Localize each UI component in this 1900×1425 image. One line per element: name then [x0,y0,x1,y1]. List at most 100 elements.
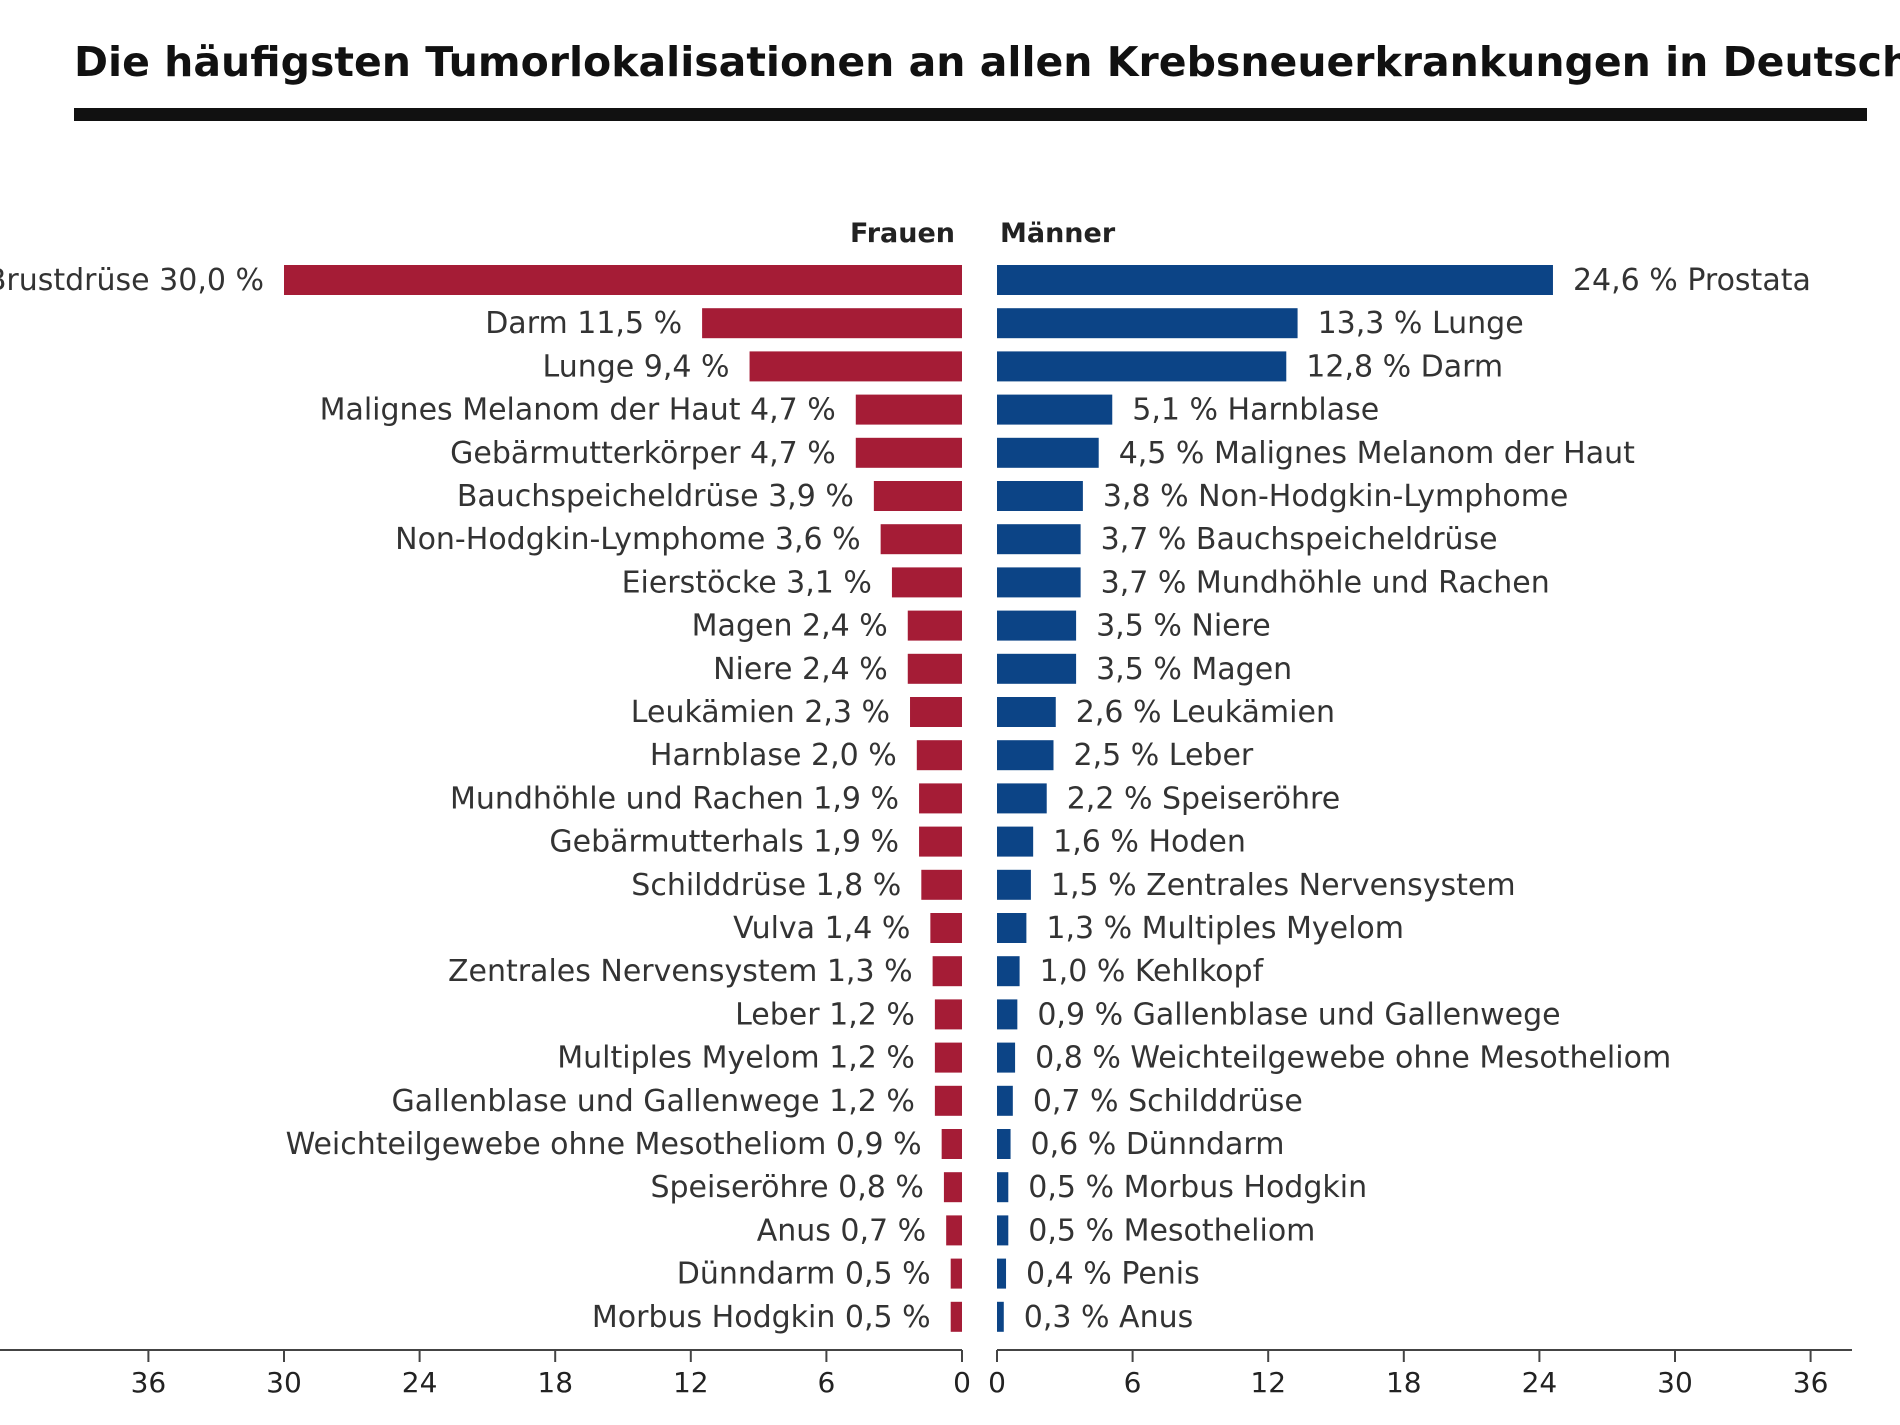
frauen-bar-label-13: Mundhöhle und Rachen 1,9 % [450,781,899,816]
frauen-bar-label-6: Bauchspeicheldrüse 3,9 % [457,479,854,514]
maenner-bar-label-5: 4,5 % Malignes Melanom der Haut [1119,436,1635,471]
maenner-bar-label-9: 3,5 % Niere [1096,609,1271,644]
maenner-bar-12 [997,740,1054,771]
frauen-bar-20 [934,1085,962,1116]
maenner-bar-label-1: 24,6 % Prostata [1573,263,1811,298]
frauen-bar-label-11: Leukämien 2,3 % [631,695,890,730]
maenner-bar-16 [997,913,1027,943]
frauen-bar-21 [941,1129,962,1159]
frauen-bar-4 [855,394,962,425]
maenner-bar-9 [997,610,1077,641]
tick-label-left-18: 18 [537,1366,573,1399]
maenner-bar-label-8: 3,7 % Mundhöhle und Rachen [1101,565,1550,600]
maenner-bar-5 [997,437,1099,468]
tick-label-right-0: 0 [988,1366,1006,1399]
frauen-bar-5 [855,437,962,468]
tick-label-right-6: 6 [1124,1366,1142,1399]
maenner-bar-label-15: 1,5 % Zentrales Nervensystem [1051,868,1516,903]
frauen-bar-label-18: Leber 1,2 % [735,997,915,1032]
group-label-frauen: Frauen [850,218,955,249]
frauen-bar-label-5: Gebärmutterkörper 4,7 % [450,436,836,471]
maenner-bar-21 [997,1129,1011,1159]
frauen-bar-label-23: Anus 0,7 % [757,1213,926,1248]
title-rule [74,108,1867,121]
frauen-bar-24 [950,1258,962,1289]
maenner-bar-label-7: 3,7 % Bauchspeicheldrüse [1101,522,1498,557]
frauen-bar-6 [873,481,962,511]
frauen-bar-label-21: Weichteilgewebe ohne Mesotheliom 0,9 % [286,1127,922,1162]
tick-label-right-36: 36 [1793,1366,1829,1399]
tick-label-right-24: 24 [1522,1366,1558,1399]
frauen-bar-25 [950,1301,962,1332]
frauen-bar-14 [919,826,962,857]
maenner-bar-label-4: 5,1 % Harnblase [1132,393,1379,428]
maenner-bar-label-10: 3,5 % Magen [1096,652,1292,687]
maenner-bar-14 [997,826,1034,857]
maenner-bar-label-6: 3,8 % Non-Hodgkin-Lymphome [1103,479,1569,514]
maenner-bar-label-24: 0,4 % Penis [1026,1257,1200,1292]
frauen-bar-2 [702,308,962,339]
frauen-bar-label-4: Malignes Melanom der Haut 4,7 % [320,393,836,428]
maenner-bar-label-3: 12,8 % Darm [1306,349,1503,384]
frauen-bar-label-22: Speiseröhre 0,8 % [650,1170,923,1205]
frauen-bar-label-15: Schilddrüse 1,8 % [631,868,901,903]
maenner-bar-19 [997,1042,1016,1073]
tick-label-right-12: 12 [1250,1366,1286,1399]
frauen-bar-label-12: Harnblase 2,0 % [650,738,897,773]
maenner-bar-label-25: 0,3 % Anus [1024,1300,1193,1335]
frauen-bar-label-7: Non-Hodgkin-Lymphome 3,6 % [395,522,861,557]
frauen-bar-12 [916,740,962,771]
frauen-bar-label-20: Gallenblase und Gallenwege 1,2 % [392,1084,915,1119]
maenner-bar-label-13: 2,2 % Speiseröhre [1067,781,1340,816]
frauen-bars: Brustdrüse 30,0 % Darm 11,5 % Lunge 9,4 % M… [0,263,962,1335]
frauen-bar-13 [919,783,962,814]
maenner-bar-label-2: 13,3 % Lunge [1318,306,1524,341]
chart-title: Die häufigsten Tumorlokalisationen an al… [74,38,1900,86]
maenner-bar-10 [997,653,1077,684]
maenner-bar-label-21: 0,6 % Dünndarm [1031,1127,1285,1162]
frauen-bar-8 [891,567,962,598]
frauen-bar-label-8: Eierstöcke 3,1 % [622,565,872,600]
tick-label-right-18: 18 [1386,1366,1422,1399]
frauen-bar-15 [921,869,962,900]
tick-label-left-30: 30 [266,1366,302,1399]
frauen-bar-10 [907,653,962,684]
maenner-bar-6 [997,481,1083,511]
maenner-bar-label-14: 1,6 % Hoden [1053,825,1246,860]
maenner-bar-24 [997,1258,1007,1289]
maenner-bar-label-22: 0,5 % Morbus Hodgkin [1028,1170,1367,1205]
tick-label-right-30: 30 [1657,1366,1693,1399]
maenner-bar-22 [997,1172,1009,1203]
tick-label-left-24: 24 [402,1366,438,1399]
frauen-bar-label-10: Niere 2,4 % [713,652,888,687]
frauen-bar-label-3: Lunge 9,4 % [543,349,730,384]
maenner-bar-4 [997,394,1113,425]
tick-label-left-36: 36 [131,1366,167,1399]
x-ticks-left: 0 6 12 18 24 30 36 [131,1350,971,1399]
tick-label-left-0: 0 [953,1366,971,1399]
frauen-bar-7 [880,524,962,555]
frauen-bar-label-24: Dünndarm 0,5 % [677,1257,931,1292]
maenner-bar-11 [997,697,1056,727]
frauen-bar-3 [749,351,962,382]
frauen-bar-label-16: Vulva 1,4 % [733,911,910,946]
maenner-bar-7 [997,524,1081,555]
frauen-bar-23 [946,1215,962,1246]
tick-label-left-12: 12 [673,1366,709,1399]
x-ticks-right: 0 6 12 18 24 30 36 [988,1350,1828,1399]
frauen-bar-label-17: Zentrales Nervensystem 1,3 % [448,954,913,989]
frauen-bar-label-14: Gebärmutterhals 1,9 % [549,825,899,860]
frauen-bar-1 [284,265,962,295]
frauen-bar-label-2: Darm 11,5 % [485,306,682,341]
frauen-bar-18 [934,999,962,1030]
frauen-bar-19 [934,1042,962,1073]
maenner-bar-17 [997,956,1020,987]
maenner-bar-3 [997,351,1287,382]
frauen-bar-label-25: Morbus Hodgkin 0,5 % [592,1300,931,1335]
frauen-bar-label-19: Multiples Myelom 1,2 % [557,1041,915,1076]
maenner-bar-15 [997,869,1031,900]
frauen-bar-label-9: Magen 2,4 % [692,609,888,644]
maenner-bar-label-16: 1,3 % Multiples Myelom [1046,911,1404,946]
maenner-bar-2 [997,308,1298,339]
